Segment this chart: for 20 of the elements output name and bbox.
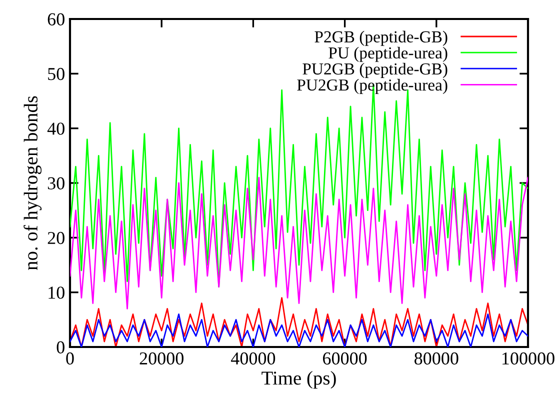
x-axis-title: Time (ps) (262, 371, 336, 389)
y-tick-label: 30 (48, 177, 64, 190)
y-tick-label: 40 (47, 122, 64, 135)
x-tick-label: 0 (66, 352, 74, 365)
legend-label: P2GB (peptide-GB) (314, 30, 448, 46)
y-axis-title: no. of hydrogen bonds (24, 96, 42, 270)
legend-label: PU (peptide-urea) (328, 46, 448, 62)
legend-label: PU2GB (peptide-GB) (302, 62, 448, 78)
x-tick-label: 80000 (414, 352, 458, 365)
legend-label: PU2GB (peptide-urea) (297, 78, 448, 94)
x-tick-label: 40000 (230, 352, 276, 365)
y-tick-label: 0 (56, 341, 64, 354)
y-tick-label: 60 (48, 13, 64, 26)
x-tick-label: 20000 (140, 352, 184, 365)
line-series (70, 176, 528, 310)
x-tick-label: 100000 (502, 352, 554, 365)
y-tick-label: 50 (48, 68, 64, 80)
y-tick-label: 10 (48, 286, 64, 299)
x-tick-label: 60000 (323, 352, 367, 365)
y-tick-label: 20 (48, 232, 64, 244)
